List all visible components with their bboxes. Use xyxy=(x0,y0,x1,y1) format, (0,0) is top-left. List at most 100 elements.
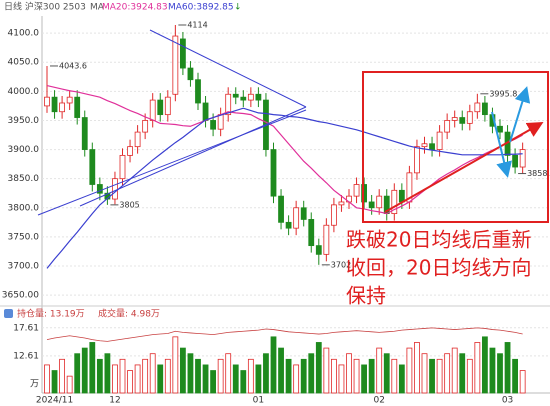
candle-body xyxy=(74,96,81,118)
volume-bar xyxy=(406,347,413,394)
volume-bar xyxy=(149,353,156,394)
volume-bar xyxy=(459,353,466,394)
candle-body xyxy=(172,35,179,95)
candle-body xyxy=(451,117,458,121)
volume-bar xyxy=(66,375,73,394)
candle-body xyxy=(436,131,443,150)
volume-bar xyxy=(172,336,179,394)
volume-bar xyxy=(398,364,405,394)
marks: 4100.0 4050.0 4000.0 3950.0 3900.0 3850.0 3800… xyxy=(2,20,550,405)
volume-bar xyxy=(96,358,103,394)
candle-body xyxy=(81,117,88,150)
candle-body xyxy=(119,154,126,180)
candle-body xyxy=(278,195,284,223)
volume-bar xyxy=(466,358,473,394)
volume-bar xyxy=(383,353,390,394)
note-text: 跌破20日均线后重新 xyxy=(346,228,531,252)
candle-body xyxy=(368,201,375,209)
candle-body xyxy=(134,131,141,148)
volume-unit: 万 xyxy=(30,380,39,390)
candle-body xyxy=(217,114,224,130)
volume-bar xyxy=(444,353,451,394)
candle-body xyxy=(391,189,398,215)
candle-body xyxy=(497,125,503,133)
highlight-box xyxy=(362,71,549,223)
volume-bar xyxy=(353,358,360,394)
volume-bar xyxy=(451,347,458,394)
candle-body xyxy=(361,184,368,203)
candle-body xyxy=(240,96,247,101)
volume-bar xyxy=(429,358,435,394)
annotation: 3805 xyxy=(119,200,139,209)
volume-bar xyxy=(89,342,96,394)
volume-bar xyxy=(519,370,526,394)
ma-label: MA xyxy=(90,3,105,13)
y-tick-label: 3750.0 xyxy=(8,232,40,242)
volume-bar xyxy=(270,336,277,394)
volume-bar xyxy=(225,353,232,394)
candle-body xyxy=(232,93,239,98)
y-tick-label: 3700.0 xyxy=(8,261,40,271)
annotation: 3995.8 xyxy=(489,89,517,98)
candle-body xyxy=(338,201,345,206)
open-interest-line xyxy=(46,327,523,342)
candle-body xyxy=(519,149,526,168)
annotation: 3858.8 xyxy=(527,169,550,178)
volume-bar xyxy=(202,364,209,394)
note-text: 保持 xyxy=(346,284,386,308)
candle-body xyxy=(142,120,149,133)
candle-body xyxy=(112,178,118,200)
x-tick-label: 02 xyxy=(373,396,384,406)
red-arrow xyxy=(384,122,544,213)
candle-body xyxy=(255,93,262,101)
candle-body xyxy=(127,146,133,156)
candle-body xyxy=(398,189,405,203)
candle-body xyxy=(353,184,360,197)
y-tick-label: 3800.0 xyxy=(8,203,40,213)
volume-bar xyxy=(504,342,511,394)
y-tick-label: 3650.00 xyxy=(2,291,39,301)
candle-body xyxy=(414,146,420,174)
candle-body xyxy=(466,111,473,124)
volume-bar xyxy=(315,342,322,394)
volume-bar xyxy=(127,370,133,394)
volume-bar xyxy=(346,353,352,394)
volume-bar xyxy=(376,347,383,394)
volume-bar xyxy=(51,370,58,394)
candle-body xyxy=(315,245,322,255)
volume-bar xyxy=(119,358,126,394)
blue-arrow xyxy=(491,111,512,178)
volume-bar xyxy=(44,364,50,394)
volume-bar xyxy=(338,364,345,394)
candle-body xyxy=(481,102,488,116)
oi-icon xyxy=(4,309,13,318)
volume-bar xyxy=(414,342,420,394)
x-tick-label: 01 xyxy=(253,396,264,406)
volume-label: 成交量: 4.98万 xyxy=(98,308,160,320)
trend-line xyxy=(149,29,307,108)
blue-arrow xyxy=(509,86,531,143)
volume-bar xyxy=(187,353,194,394)
candle-body xyxy=(51,96,58,113)
volume-bar xyxy=(247,358,254,394)
volume-bar xyxy=(232,364,239,394)
candle-body xyxy=(210,120,217,130)
volume-bar xyxy=(323,347,330,394)
volume-bar xyxy=(164,358,171,394)
open-interest-label: 持仓量: 13.19万 xyxy=(17,308,85,320)
candle-body xyxy=(444,120,451,133)
y-tick-label: 4050.0 xyxy=(8,58,40,68)
y-tick-label: 4100.0 xyxy=(8,29,40,39)
volume-bar xyxy=(104,353,111,394)
candle-body xyxy=(195,79,201,104)
volume-bar xyxy=(81,347,88,394)
annotation: 4114 xyxy=(187,20,207,29)
volume-bar xyxy=(285,358,292,394)
volume-bar xyxy=(293,364,300,394)
volume-bar xyxy=(308,353,315,394)
volume-bar xyxy=(263,353,269,394)
trend-mark: ↓ xyxy=(234,3,242,13)
candle-body xyxy=(179,38,186,69)
